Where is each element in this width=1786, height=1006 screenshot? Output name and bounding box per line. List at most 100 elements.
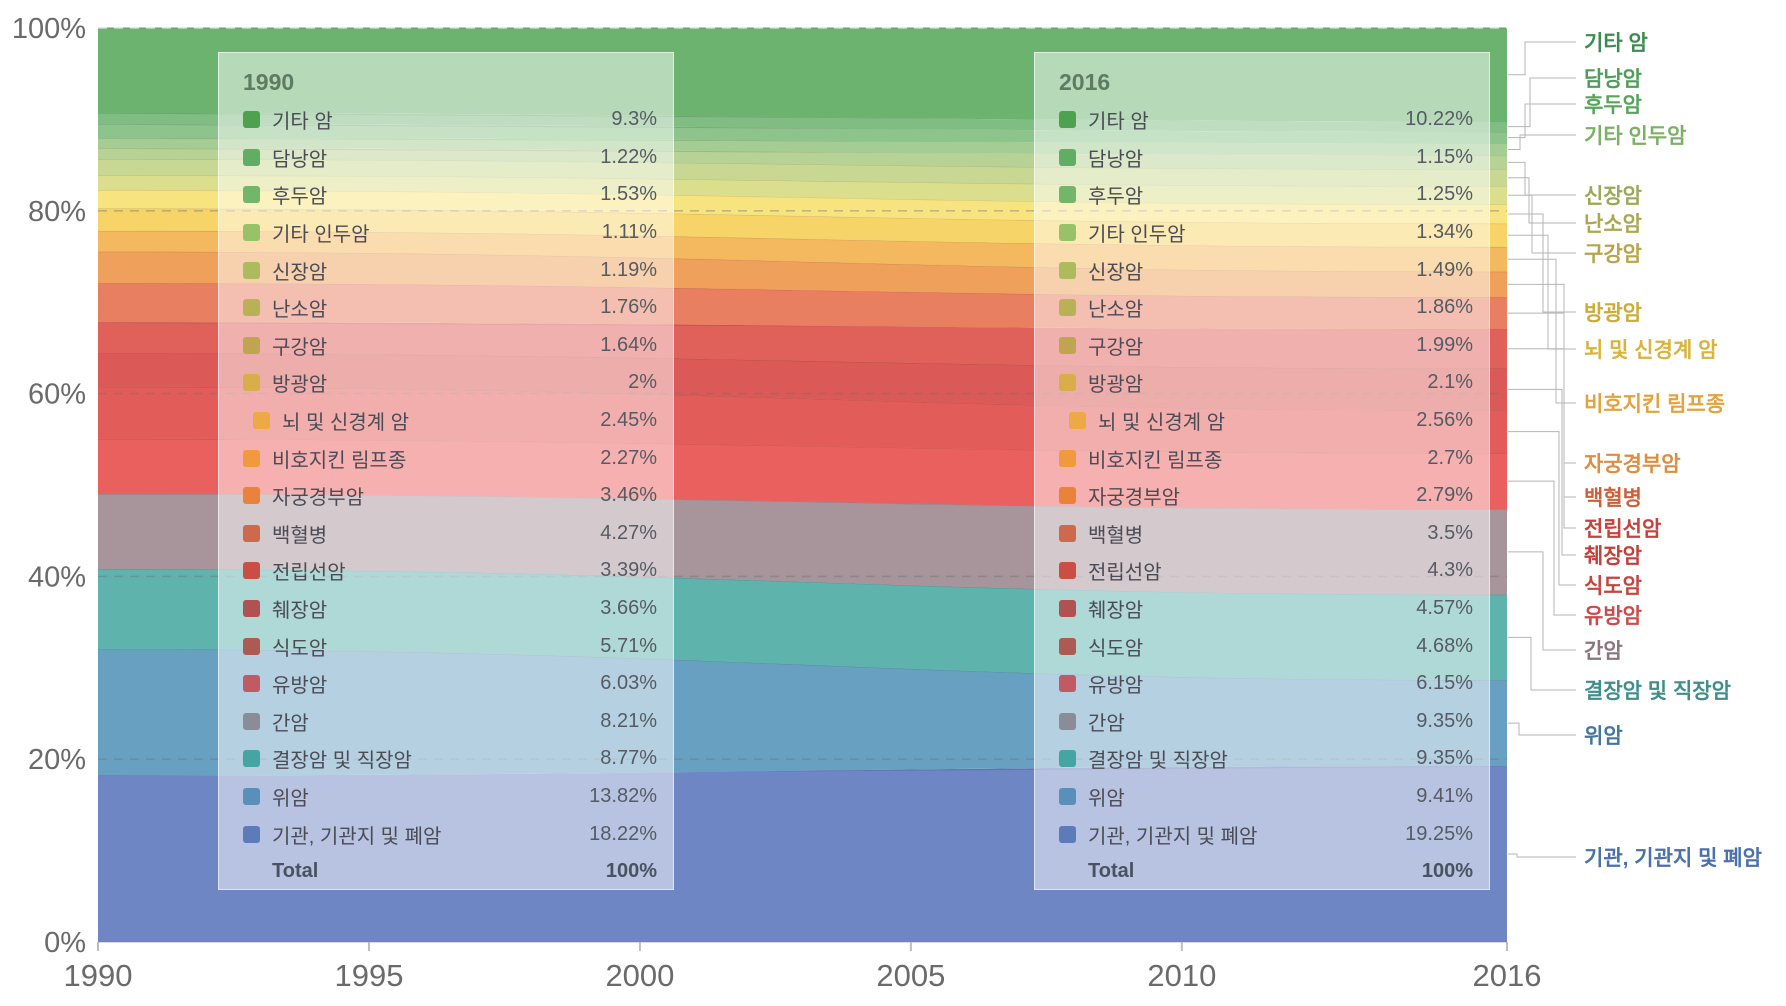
legend-row-esophagus: 식도암 5.71%	[243, 627, 657, 665]
legend-value: 4.3%	[1427, 559, 1473, 582]
legend-value: 2%	[628, 371, 657, 394]
legend-value: 3.5%	[1427, 521, 1473, 544]
series-label-colorectal: 결장암 및 직장암	[1584, 680, 1731, 703]
legend-label: 위암	[272, 787, 309, 810]
legend-swatch-icon	[243, 487, 260, 505]
tooltip-panel-1990: 1990 기타 암 9.3% 담낭암 1.22% 후두암 1.53% 기타 인두암 1.11%…	[218, 52, 674, 890]
y-axis-tick-label: 60%	[28, 379, 86, 411]
legend-label: 백혈병	[1088, 524, 1144, 547]
leader-line-other-cancers	[1508, 41, 1576, 76]
legend-row-other-cancers: 기타 암 9.3%	[243, 101, 657, 139]
legend-swatch-icon	[1069, 412, 1086, 430]
legend-label: 담낭암	[272, 148, 328, 171]
series-label-esophagus: 식도암	[1584, 575, 1642, 598]
legend-value: 2.7%	[1427, 446, 1473, 469]
legend-row-prostate: 전립선암 3.39%	[243, 552, 657, 590]
legend-row-gallbladder: 담낭암 1.22%	[243, 139, 657, 177]
legend-label: 기관, 기관지 및 폐암	[1088, 825, 1258, 848]
series-label-bladder: 방광암	[1584, 302, 1642, 325]
leader-line-bladder	[1508, 213, 1576, 313]
series-label-prostate: 전립선암	[1584, 518, 1662, 541]
legend-row-trachea-bronchus-lung: 기관, 기관지 및 폐암 18.22%	[243, 815, 657, 853]
legend-swatch-icon	[1059, 374, 1076, 392]
legend-value: 4.27%	[600, 521, 657, 544]
series-label-ovary: 난소암	[1584, 213, 1642, 236]
legend-label: 기타 암	[272, 111, 333, 134]
legend-swatch-icon	[1059, 487, 1076, 505]
legend-row-kidney: 신장암 1.49%	[1059, 251, 1473, 289]
legend-swatch-icon	[243, 374, 260, 392]
series-label-liver: 간암	[1584, 640, 1623, 663]
series-label-other-cancers: 기타 암	[1584, 32, 1648, 55]
legend-value: 1.19%	[600, 258, 657, 281]
leader-line-leukemia	[1508, 312, 1576, 498]
legend-label: 유방암	[1088, 675, 1144, 698]
leader-line-non-hodgkin-lymphoma	[1508, 258, 1576, 404]
x-axis-tick-label: 2000	[605, 958, 674, 993]
legend-row-colorectal: 결장암 및 직장암 9.35%	[1059, 740, 1473, 778]
legend-swatch-icon	[243, 336, 260, 354]
legend-value: 1.99%	[1416, 333, 1473, 356]
legend-swatch-icon	[1059, 524, 1076, 542]
series-label-gallbladder: 담낭암	[1584, 68, 1642, 91]
legend-value: 3.46%	[600, 484, 657, 507]
legend-value: 10.22%	[1405, 108, 1473, 131]
legend-label: 췌장암	[1088, 600, 1144, 623]
leader-line-trachea-bronchus-lung	[1508, 853, 1576, 858]
legend-label: 전립선암	[1088, 562, 1162, 585]
leader-line-brain-cns	[1508, 234, 1576, 350]
legend-value: 8.77%	[600, 747, 657, 770]
legend-label: 비호지킨 림프종	[1088, 449, 1223, 472]
series-label-non-hodgkin-lymphoma: 비호지킨 림프종	[1584, 393, 1726, 416]
legend-value: 18.22%	[589, 822, 657, 845]
tooltip-panel-2016: 2016 기타 암 10.22% 담낭암 1.15% 후두암 1.25% 기타 인두암 1.3…	[1034, 52, 1490, 890]
legend-label: 난소암	[272, 299, 328, 322]
legend-swatch-icon	[1059, 111, 1076, 129]
legend-value: 1.22%	[600, 145, 657, 168]
legend-label: 구강암	[272, 336, 328, 359]
series-label-leukemia: 백혈병	[1584, 487, 1642, 510]
legend-row-colorectal: 결장암 및 직장암 8.77%	[243, 740, 657, 778]
legend-row-other-pharynx: 기타 인두암 1.34%	[1059, 214, 1473, 252]
legend-value: 9.3%	[611, 108, 657, 131]
x-axis-tick-label: 1990	[64, 958, 133, 993]
legend-row-brain-cns: 뇌 및 신경계 암 2.45%	[243, 402, 657, 440]
legend-swatch-icon	[243, 449, 260, 467]
legend-label: 결장암 및 직장암	[1088, 750, 1228, 773]
legend-label: 간암	[1088, 712, 1125, 735]
legend-swatch-icon	[243, 148, 260, 166]
x-axis-tick-label: 1995	[334, 958, 403, 993]
legend-swatch-icon	[243, 712, 260, 730]
leader-line-colorectal	[1508, 636, 1576, 691]
legend-label: 뇌 및 신경계 암	[282, 412, 410, 435]
total-row: Total 100%	[243, 853, 657, 891]
legend-label: 신장암	[272, 261, 328, 284]
legend-row-leukemia: 백혈병 4.27%	[243, 515, 657, 553]
legend-label: 난소암	[1088, 299, 1144, 322]
legend-value: 4.68%	[1416, 634, 1473, 657]
legend-label: 유방암	[272, 675, 328, 698]
legend-label: 뇌 및 신경계 암	[1098, 412, 1226, 435]
legend-row-ovary: 난소암 1.86%	[1059, 289, 1473, 327]
legend-label: 기타 인두암	[1088, 224, 1186, 247]
legend-swatch-icon	[243, 299, 260, 317]
legend-value: 6.03%	[600, 672, 657, 695]
legend-label: 기타 암	[1088, 111, 1149, 134]
legend-value: 1.64%	[600, 333, 657, 356]
legend-value: 9.35%	[1416, 709, 1473, 732]
series-label-oral: 구강암	[1584, 243, 1642, 266]
leader-line-ovary	[1508, 177, 1576, 224]
total-label: Total	[1088, 860, 1135, 883]
legend-row-trachea-bronchus-lung: 기관, 기관지 및 폐암 19.25%	[1059, 815, 1473, 853]
legend-value: 5.71%	[600, 634, 657, 657]
series-label-stomach: 위암	[1584, 725, 1623, 748]
legend-row-breast: 유방암 6.15%	[1059, 665, 1473, 703]
legend-swatch-icon	[243, 524, 260, 542]
legend-value: 1.11%	[601, 221, 657, 244]
legend-label: 전립선암	[272, 562, 346, 585]
legend-swatch-icon	[1059, 600, 1076, 618]
legend-swatch-icon	[243, 562, 260, 580]
leader-line-cervical	[1508, 283, 1576, 464]
y-axis-tick-label: 80%	[28, 196, 86, 228]
legend-value: 2.45%	[600, 409, 657, 432]
